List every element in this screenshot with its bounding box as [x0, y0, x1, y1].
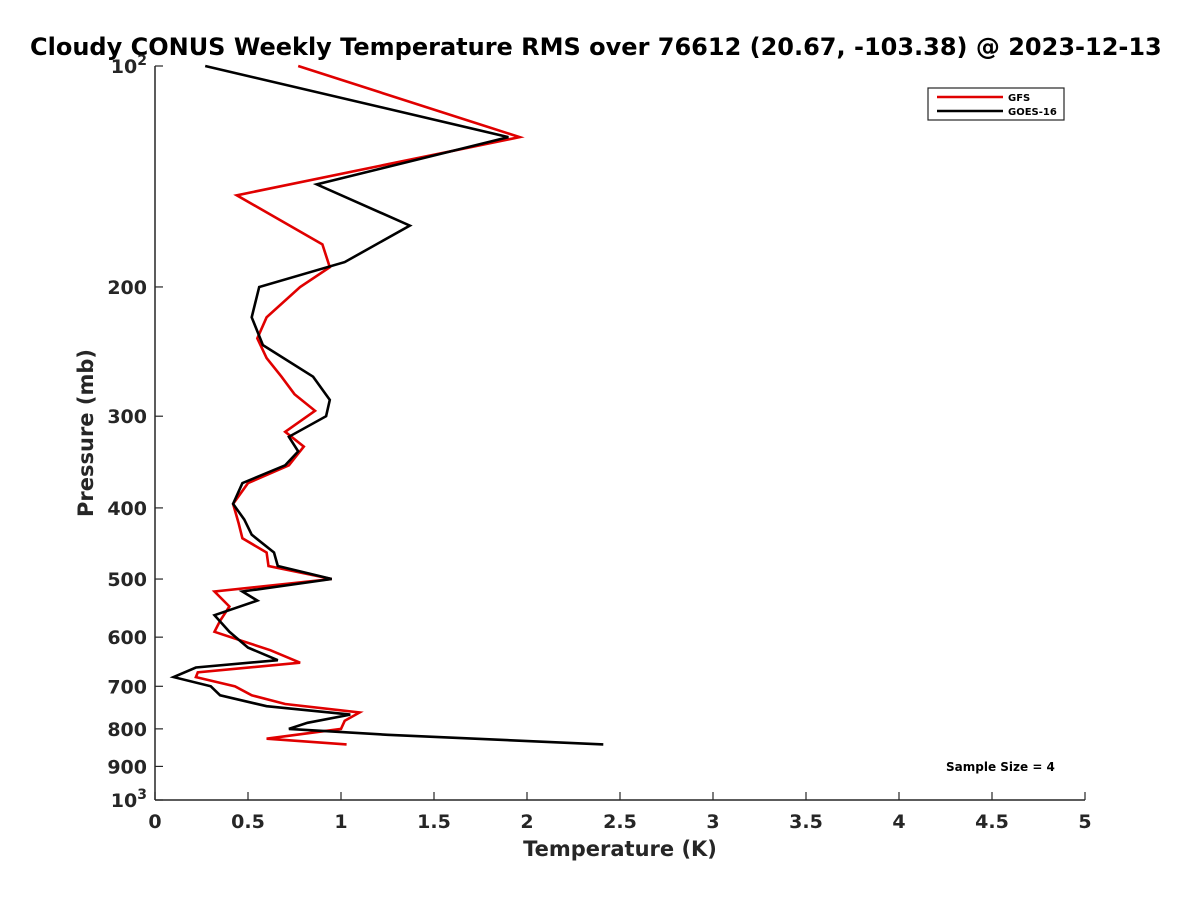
y-tick-label: 200 [107, 277, 147, 299]
x-tick-label: 4.5 [975, 811, 1009, 833]
y-tick-label: 900 [107, 756, 147, 778]
y-tick-label: 500 [107, 569, 147, 591]
x-tick-label: 4 [892, 811, 905, 833]
y-tick-label: 400 [107, 498, 147, 520]
chart-title: Cloudy CONUS Weekly Temperature RMS over… [30, 33, 1162, 61]
series-lines [169, 64, 604, 746]
x-tick-label: 5 [1078, 811, 1091, 833]
x-tick-label: 1 [334, 811, 347, 833]
sample-size-annotation: Sample Size = 4 [946, 760, 1055, 774]
y-tick-label: 800 [107, 719, 147, 741]
x-tick-label: 0.5 [231, 811, 265, 833]
x-tick-label: 1.5 [417, 811, 451, 833]
x-axis-label: Temperature (K) [523, 837, 717, 861]
legend-label-goes-16: GOES-16 [1008, 107, 1057, 118]
y-tick-label: 300 [107, 406, 147, 428]
series-line-gfs [194, 64, 525, 746]
legend: GFS GOES-16 [927, 87, 1065, 121]
x-ticks: 0 0.5 1 1.5 2 2.5 3 3.5 4 4.5 5 [148, 792, 1092, 833]
y-tick-label: 600 [107, 627, 147, 649]
x-tick-label: 3 [706, 811, 719, 833]
y-tick-label: 103 [111, 787, 147, 812]
x-tick-label: 2.5 [603, 811, 637, 833]
y-axis-label: Pressure (mb) [74, 349, 98, 517]
y-tick-label: 102 [111, 53, 147, 78]
plot-area: 0 0.5 1 1.5 2 2.5 3 3.5 4 4.5 5 102 200 300 400 500 600… [107, 53, 1091, 833]
x-tick-label: 3.5 [789, 811, 823, 833]
y-tick-label: 700 [107, 676, 147, 698]
x-tick-label: 0 [148, 811, 161, 833]
y-ticks: 102 200 300 400 500 600 700 800 900 103 [107, 53, 163, 812]
x-tick-label: 2 [520, 811, 533, 833]
legend-label-gfs: GFS [1008, 93, 1030, 104]
legend-box [927, 87, 1065, 121]
series-line-goes-16 [169, 64, 604, 746]
